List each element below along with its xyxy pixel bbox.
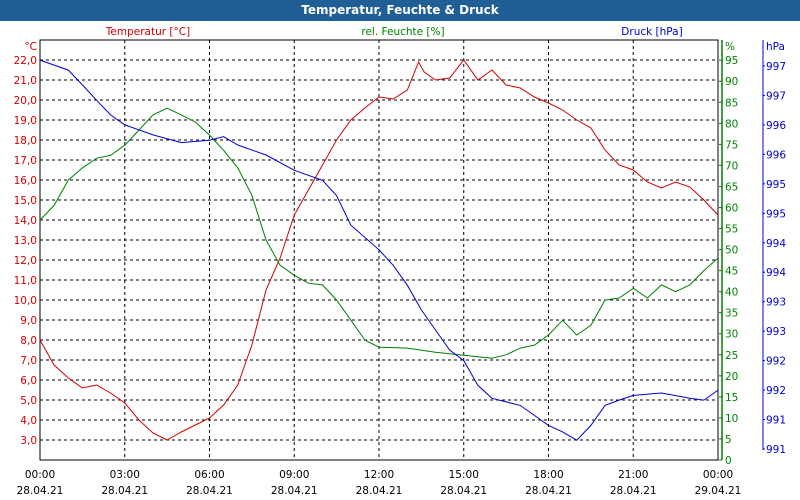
- x-tick-time: 00:00: [703, 469, 733, 481]
- x-tick-date: 28.04.21: [356, 485, 403, 497]
- humidity-tick-label: 30: [725, 329, 738, 341]
- x-tick-date: 28.04.21: [101, 485, 148, 497]
- x-tick-date: 29.04.21: [695, 485, 742, 497]
- x-tick-time: 09:00: [279, 469, 309, 481]
- humidity-tick-label: 20: [725, 371, 738, 383]
- x-tick-time: 03:00: [110, 469, 140, 481]
- pressure-tick-label: 994: [766, 267, 786, 279]
- pressure-tick-label: 995: [766, 208, 786, 220]
- humidity-line: [39, 107, 719, 359]
- temperature-tick-label: 13,0: [14, 235, 37, 247]
- temperature-tick-label: 4,0: [20, 415, 37, 427]
- x-tick-time: 12:00: [364, 469, 394, 481]
- x-tick-date: 28.04.21: [525, 485, 572, 497]
- humidity-tick-label: 10: [725, 413, 738, 425]
- x-tick-date: 28.04.21: [271, 485, 318, 497]
- humidity-tick-label: 35: [725, 308, 738, 320]
- temperature-tick-label: 10,0: [14, 295, 37, 307]
- temperature-tick-label: 7,0: [20, 355, 37, 367]
- temperature-tick-label: 5,0: [20, 395, 37, 407]
- temperature-tick-label: 19,0: [14, 115, 37, 127]
- temperature-tick-label: 11,0: [14, 275, 37, 287]
- pressure-tick-label: 992: [766, 356, 786, 368]
- humidity-tick-label: 75: [725, 139, 738, 151]
- pressure-unit-label: hPa: [766, 41, 785, 53]
- pressure-line: [39, 59, 719, 441]
- humidity-tick-label: 50: [725, 245, 738, 257]
- humidity-tick-label: 5: [725, 434, 732, 446]
- temperature-tick-label: 12,0: [14, 255, 37, 267]
- temperature-tick-label: 9,0: [20, 315, 37, 327]
- humidity-tick-label: 70: [725, 160, 738, 172]
- pressure-tick-label: 995: [766, 179, 786, 191]
- legend-pressure: Druck [hPa]: [621, 26, 682, 38]
- plot-frame: [39, 39, 719, 461]
- humidity-tick-label: 95: [725, 55, 738, 67]
- pressure-tick-label: 996: [766, 149, 786, 161]
- temperature-tick-label: 15,0: [14, 195, 37, 207]
- x-tick-date: 28.04.21: [17, 485, 64, 497]
- temperature-tick-label: 14,0: [14, 215, 37, 227]
- temperature-tick-label: 17,0: [14, 155, 37, 167]
- x-tick-date: 28.04.21: [610, 485, 657, 497]
- pressure-tick-label: 993: [766, 297, 786, 309]
- temperature-tick-label: 16,0: [14, 175, 37, 187]
- temperature-unit-label: °C: [24, 41, 37, 53]
- pressure-tick-label: 997: [766, 61, 786, 73]
- x-tick-date: 28.04.21: [440, 485, 487, 497]
- pressure-tick-label: 991: [766, 444, 786, 456]
- x-tick-time: 15:00: [449, 469, 479, 481]
- x-tick-date: 28.04.21: [186, 485, 233, 497]
- temperature-tick-label: 6,0: [20, 375, 37, 387]
- pressure-tick-label: 994: [766, 238, 786, 250]
- humidity-tick-label: 25: [725, 350, 738, 362]
- humidity-tick-label: 15: [725, 392, 738, 404]
- temperature-tick-label: 18,0: [14, 135, 37, 147]
- temperature-tick-label: 8,0: [20, 335, 37, 347]
- legend-temperature: Temperatur [°C]: [105, 26, 190, 38]
- humidity-tick-label: 45: [725, 266, 738, 278]
- temperature-line: [39, 59, 719, 441]
- humidity-unit-label: %: [725, 41, 735, 53]
- pressure-tick-label: 992: [766, 385, 786, 397]
- humidity-tick-label: 65: [725, 181, 738, 193]
- pressure-tick-label: 991: [766, 415, 786, 427]
- x-tick-time: 21:00: [618, 469, 648, 481]
- humidity-tick-label: 80: [725, 118, 738, 130]
- legend-humidity: rel. Feuchte [%]: [361, 26, 444, 38]
- pressure-tick-label: 993: [766, 326, 786, 338]
- x-tick-time: 00:00: [25, 469, 55, 481]
- temperature-tick-label: 22,0: [14, 55, 37, 67]
- temperature-tick-label: 3,0: [20, 435, 37, 447]
- pressure-tick-label: 996: [766, 120, 786, 132]
- humidity-tick-label: 40: [725, 287, 738, 299]
- humidity-tick-label: 60: [725, 202, 738, 214]
- x-tick-time: 06:00: [194, 469, 224, 481]
- pressure-tick-label: 997: [766, 90, 786, 102]
- humidity-tick-label: 55: [725, 224, 738, 236]
- humidity-tick-label: 0: [725, 455, 732, 467]
- humidity-tick-label: 85: [725, 97, 738, 109]
- temperature-tick-label: 21,0: [14, 75, 37, 87]
- temperature-tick-label: 20,0: [14, 95, 37, 107]
- humidity-tick-label: 90: [725, 76, 738, 88]
- x-tick-time: 18:00: [533, 469, 563, 481]
- window-title: Temperatur, Feuchte & Druck: [0, 0, 800, 21]
